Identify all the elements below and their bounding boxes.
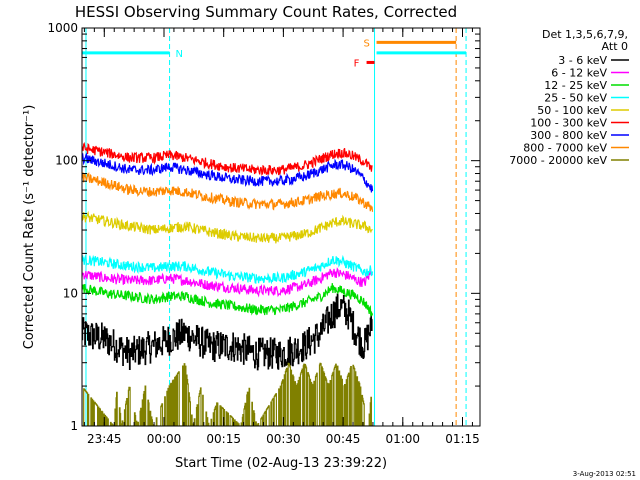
annotation-lines <box>85 28 467 426</box>
x-tick-label: 00:00 <box>147 432 182 446</box>
legend-entry: 3 - 6 keV <box>558 54 607 67</box>
y-axis-label: Corrected Count Rate (s⁻¹ detector⁻¹) <box>22 105 37 350</box>
series-line <box>82 293 373 371</box>
tick-labels: 23:45 00:00 00:15 00:30 00:45 01:00 01:15 1 10 10… <box>47 21 479 446</box>
annotation-label: S <box>364 38 370 49</box>
legend-title: Det 1,3,5,6,7,9, <box>542 28 628 41</box>
series-line <box>82 267 373 298</box>
y-tick-label: 10 <box>63 286 78 300</box>
y-tick-label: 1000 <box>47 21 78 35</box>
x-tick-label: 00:15 <box>206 432 241 446</box>
legend-entry: 6 - 12 keV <box>551 67 607 80</box>
legend-entry: 50 - 100 keV <box>537 104 607 117</box>
x-tick-label: 00:45 <box>326 432 361 446</box>
y-tick-label: 100 <box>55 154 78 168</box>
series-line <box>82 152 374 193</box>
series-line <box>82 283 374 317</box>
axis-ticks <box>82 27 480 427</box>
chart-title: HESSI Observing Summary Count Rates, Cor… <box>75 3 457 21</box>
legend-entry: 7000 - 20000 keV <box>509 154 607 167</box>
x-tick-label: 00:30 <box>266 432 301 446</box>
annotation-bars: N SF <box>82 38 467 69</box>
series-line <box>82 142 373 176</box>
series-line <box>82 253 374 285</box>
y-tick-label: 1 <box>70 419 78 433</box>
annotation-label: N <box>176 49 183 60</box>
x-tick-label: 01:15 <box>445 432 480 446</box>
legend-entry: 25 - 50 keV <box>544 92 607 105</box>
series-line <box>82 171 374 212</box>
series-layer <box>82 142 374 426</box>
x-tick-label: 01:00 <box>385 432 420 446</box>
legend-title: Att 0 <box>602 40 628 53</box>
plot-frame <box>81 27 481 427</box>
legend-entry: 300 - 800 keV <box>530 129 607 142</box>
legend-entry: 100 - 300 keV <box>530 117 607 130</box>
x-axis-label: Start Time (02-Aug-13 23:39:22) <box>175 456 387 471</box>
x-tick-label: 23:45 <box>87 432 122 446</box>
series-line <box>82 362 373 426</box>
legend-entry: 12 - 25 keV <box>544 79 607 92</box>
annotation-label: F <box>354 58 360 69</box>
legend-entry: 800 - 7000 keV <box>523 142 607 155</box>
timestamp: 3-Aug-2013 02:51 <box>573 470 636 478</box>
series-line <box>82 210 373 244</box>
